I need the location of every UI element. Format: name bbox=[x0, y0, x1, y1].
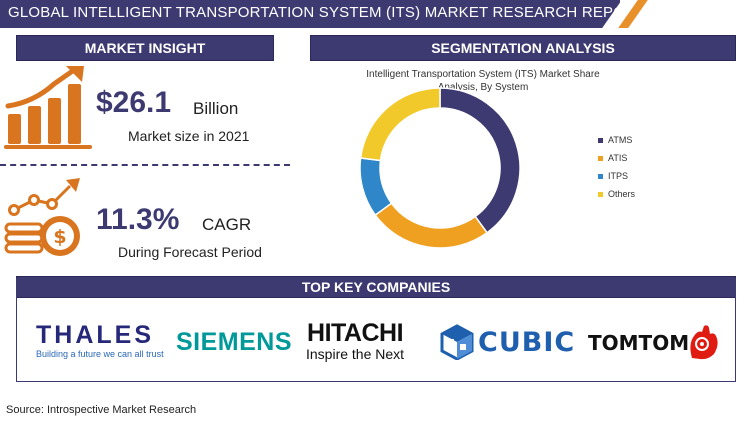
legend-label: ITPS bbox=[608, 171, 629, 181]
chart-title: Intelligent Transportation System (ITS) … bbox=[366, 69, 600, 93]
cubic-cube-icon bbox=[440, 324, 474, 360]
companies-panel bbox=[16, 278, 736, 382]
donut-slice-others bbox=[359, 87, 441, 162]
market-size-value: $26.1 bbox=[96, 86, 172, 119]
svg-text:$: $ bbox=[53, 226, 66, 248]
market-share-donut-chart bbox=[359, 87, 521, 249]
hitachi-logo: HITACHI Inspire the Next bbox=[306, 319, 405, 363]
thales-logo: THALES Building a future we can all trus… bbox=[36, 322, 164, 359]
legend-item-itps: ITPS bbox=[598, 167, 635, 185]
cagr-caption: During Forecast Period bbox=[118, 244, 262, 260]
coin-growth-icon: $ bbox=[4, 178, 80, 256]
legend-label: Others bbox=[608, 189, 636, 199]
tomtom-hand-icon bbox=[690, 325, 718, 360]
market-size-caption: Market size in 2021 bbox=[128, 128, 250, 144]
legend-swatch bbox=[598, 191, 603, 197]
thales-wordmark: THALES bbox=[36, 321, 154, 349]
cagr-value: 11.3% bbox=[96, 203, 180, 236]
header-band: GLOBAL INTELLIGENT TRANSPORTATION SYSTEM… bbox=[0, 0, 645, 28]
hitachi-wordmark: HITACHI bbox=[307, 319, 404, 347]
donut-slice-atms bbox=[439, 87, 521, 234]
segmentation-title: SEGMENTATION ANALYSIS bbox=[431, 40, 615, 56]
divider-dashed bbox=[0, 164, 290, 166]
report-title: GLOBAL INTELLIGENT TRANSPORTATION SYSTEM… bbox=[8, 4, 646, 21]
cubic-wordmark: CUBIC bbox=[478, 327, 576, 358]
legend-item-atms: ATMS bbox=[598, 131, 635, 149]
segmentation-bar: SEGMENTATION ANALYSIS bbox=[310, 35, 736, 61]
donut-slice-itps bbox=[359, 157, 393, 217]
market-insight-bar: MARKET INSIGHT bbox=[16, 35, 274, 61]
siemens-logo: SIEMENS bbox=[176, 328, 293, 356]
top-companies-title: TOP KEY COMPANIES bbox=[301, 279, 451, 295]
donut-slice-atis bbox=[374, 202, 489, 249]
legend-swatch bbox=[598, 155, 603, 161]
thales-tagline: Building a future we can all trust bbox=[36, 349, 164, 359]
market-size-unit: Billion bbox=[193, 99, 239, 118]
legend-swatch bbox=[598, 137, 603, 143]
growth-chart-icon bbox=[4, 66, 92, 149]
top-companies-bar: TOP KEY COMPANIES bbox=[16, 276, 736, 298]
legend-swatch bbox=[598, 173, 603, 179]
cagr-label: CAGR bbox=[202, 215, 252, 234]
source-note: Source: Introspective Market Research bbox=[6, 404, 197, 416]
chart-legend: ATMS ATIS ITPS Others bbox=[598, 131, 635, 203]
legend-item-others: Others bbox=[598, 185, 635, 203]
hitachi-tagline: Inspire the Next bbox=[306, 346, 405, 362]
tomtom-wordmark: TOMTOM bbox=[588, 331, 690, 355]
legend-label: ATMS bbox=[608, 135, 633, 145]
market-insight-title: MARKET INSIGHT bbox=[84, 40, 206, 56]
legend-item-atis: ATIS bbox=[598, 149, 635, 167]
legend-label: ATIS bbox=[608, 153, 628, 163]
